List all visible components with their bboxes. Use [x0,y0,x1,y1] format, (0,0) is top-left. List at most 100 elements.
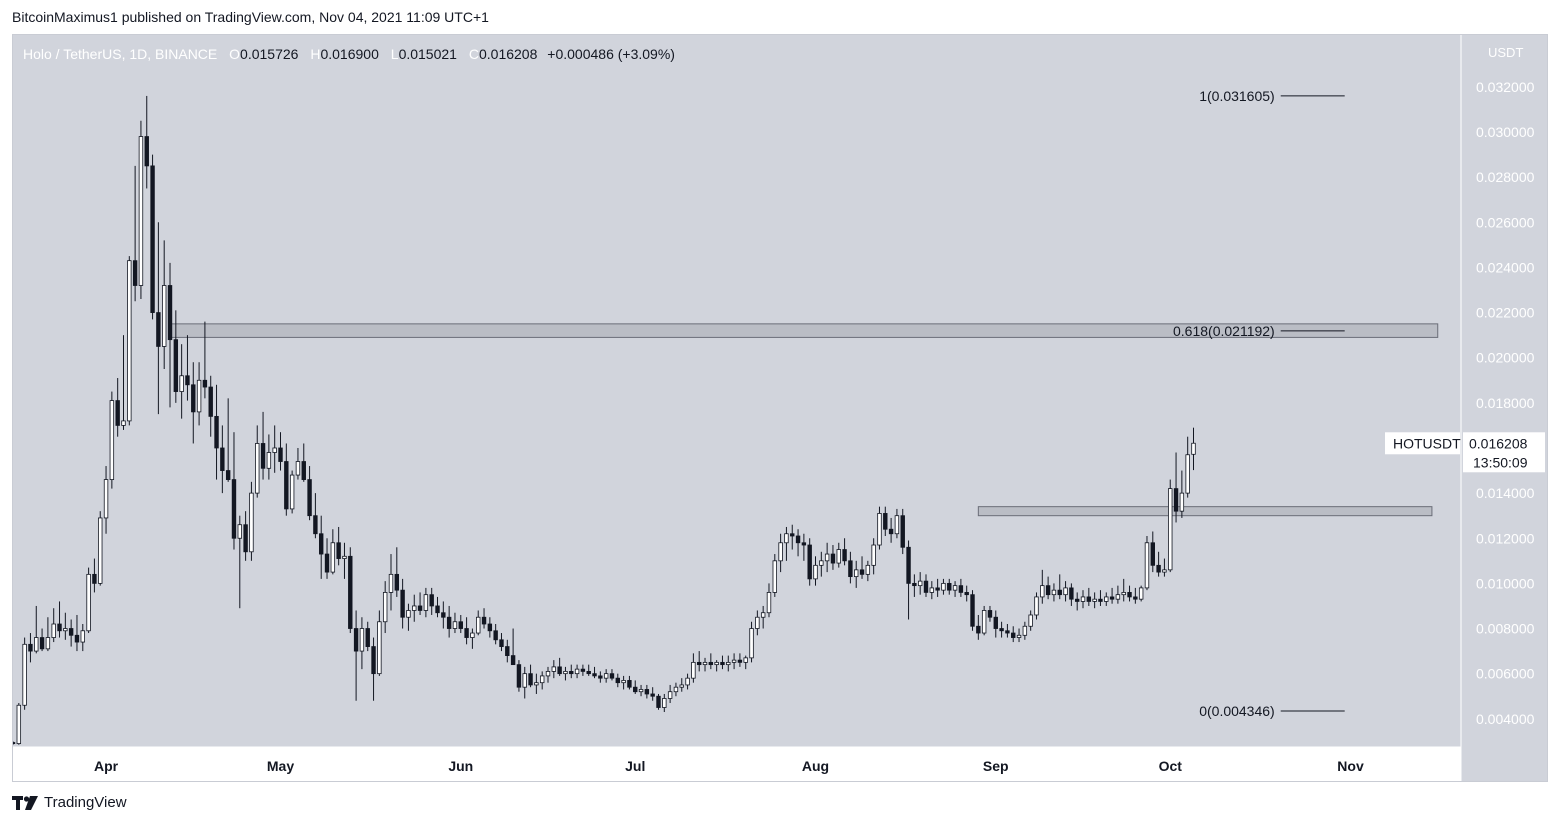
x-tick-label: Apr [94,758,119,774]
candle [132,165,138,302]
candle-body [313,515,318,535]
candle [255,425,260,498]
candle [772,554,778,597]
tradingview-logo[interactable]: TradingView [12,794,127,811]
candle [580,664,586,676]
candle-body [1069,587,1074,600]
high-value: 0.016900 [320,46,379,62]
candle-body [150,165,155,313]
candle [266,434,272,480]
candle [278,432,283,471]
candle [412,594,417,622]
candle-body [1185,454,1190,494]
symbol-legend[interactable]: Holo / TetherUS, 1D, BINANCE O0.015726 H… [23,46,675,62]
last-price-tag: 0.016208 13:50:09 [1463,432,1545,473]
candle-body [301,461,306,480]
candle [1080,590,1086,609]
candle-body [324,553,330,573]
candle-body [1162,569,1167,573]
candle-body [1074,598,1080,602]
candle [388,554,394,611]
candle-body [726,661,731,666]
candle-body [417,605,423,611]
candle-body [1133,596,1138,600]
candle-body [481,616,487,625]
candle [964,585,969,602]
candle-body [1034,596,1039,616]
candle-body [871,544,876,566]
candle [935,578,940,597]
candle [220,425,225,494]
candle [1074,592,1080,611]
candle [144,95,149,189]
candle [179,344,184,419]
candle [1057,574,1062,600]
candle [1156,551,1161,577]
candle-body [993,616,998,629]
candle [487,617,493,638]
y-tick-label: 0.012000 [1476,530,1535,546]
candle [499,633,504,652]
candle-body [63,628,68,632]
candle [970,590,975,631]
candle-body [662,698,667,708]
candle [557,657,562,676]
symbol-tag: HOTUSDT [1385,432,1461,455]
candle-body [807,544,812,580]
candle-body [452,621,458,629]
candle [301,443,306,482]
candle-body [592,673,597,677]
candle [621,675,626,690]
y-tick-label: 0.004000 [1476,711,1535,727]
candle-body [80,630,85,643]
candle-body [574,668,580,675]
candle [185,335,190,401]
candlestick-chart[interactable]: 1(0.031605) 0.618(0.021192) 0(0.004346) Ho… [13,35,1547,781]
x-tick-label: Oct [1159,758,1183,774]
candle [1179,470,1185,518]
time-axis[interactable]: Apr May Jun Jul Aug Sep Oct Nov [94,758,1364,774]
candle-body [476,616,481,634]
candle [441,601,446,629]
last-price-value: 0.016208 [1469,435,1528,451]
candle-body [883,513,888,530]
candle-body [580,668,586,672]
candle-body [598,675,603,679]
candle-body [755,616,760,629]
candle-body [999,628,1004,632]
horizontal-zone-2[interactable] [977,506,1433,517]
x-tick-label: Nov [1337,758,1364,774]
candle [1098,590,1103,606]
candle-body [214,415,219,449]
candle-body [545,670,551,677]
candle [493,624,498,645]
candle [1092,592,1097,609]
candle-body [702,661,708,666]
close-value: 0.016208 [479,46,538,62]
low-value: 0.015021 [399,46,458,62]
candle [586,664,591,676]
candle [365,621,370,652]
candle [98,511,103,586]
candle-body [947,582,952,591]
candle [1191,427,1196,471]
candle [563,666,568,681]
candle [121,335,126,430]
candle [1162,558,1167,577]
candle-body [923,580,929,593]
candle [237,515,242,609]
candle-body [295,461,301,476]
candle-body [260,443,266,469]
chart-frame[interactable]: 1(0.031605) 0.618(0.021192) 0(0.004346) Ho… [12,34,1548,782]
candle-body [1121,592,1126,596]
candle-body [1086,596,1092,602]
candle [74,614,80,652]
fib-layer: 1(0.031605) 0.618(0.021192) 0(0.004346) [1173,88,1345,719]
candle-body [708,661,714,666]
candle-body [348,555,353,629]
candle [574,664,580,679]
candle-body [499,639,504,647]
candle [947,578,952,595]
price-axis[interactable]: 0.004000 0.006000 0.008000 0.010000 0.012000… [1476,79,1535,727]
candle-body [760,612,766,618]
